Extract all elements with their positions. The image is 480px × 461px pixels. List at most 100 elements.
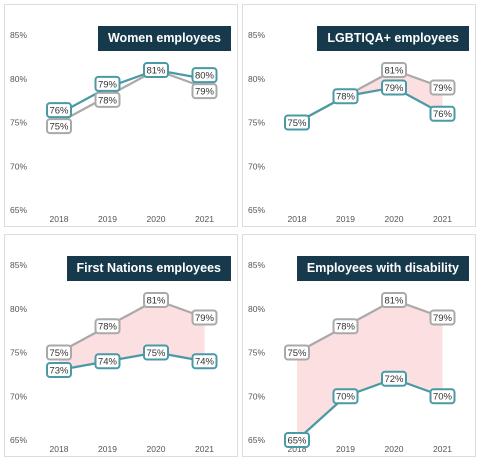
x-tick-label: 2021 [195, 214, 214, 224]
compare-data-label: 79% [195, 87, 215, 98]
x-tick-label: 2019 [336, 214, 355, 224]
chart-title: Employees with disability [296, 256, 469, 281]
group-data-label: 79% [384, 83, 404, 94]
compare-data-label: 75% [49, 348, 69, 359]
group-data-label: 70% [433, 392, 453, 403]
y-tick-label: 80% [248, 74, 265, 84]
compare-value-box [429, 309, 456, 326]
group-value-box [143, 62, 169, 78]
group-series-line [58, 68, 205, 115]
group-value-box [381, 370, 407, 387]
y-tick-label: 75% [10, 118, 27, 128]
group-value-box [429, 105, 456, 122]
x-tick-label: 2020 [147, 214, 166, 224]
group-value-box [46, 362, 72, 378]
y-tick-label: 75% [248, 118, 265, 128]
chart-panel-lgbtiqa: LGBTIQA+ employees 65% 70% 75% 80% 85% 2018 20… [242, 4, 476, 227]
compare-data-label: 81% [384, 295, 404, 306]
y-tick-label: 65% [10, 435, 27, 445]
group-value-box [284, 432, 310, 448]
compare-series-line [296, 298, 443, 354]
compare-data-label: 81% [146, 295, 166, 306]
compare-data-label: 75% [49, 122, 69, 133]
x-tick-label: 2018 [288, 444, 307, 454]
group-data-label: 74% [98, 357, 118, 368]
group-data-label: 75% [287, 118, 307, 129]
chart-panel-disability: Employees with disability 65% 70% 75% 80% 85… [242, 234, 476, 457]
y-tick-label: 65% [248, 205, 265, 215]
line-chart-first-nations: 65% 70% 75% 80% 85% 2018 2019 2020 2021 75% 73% 78%… [10, 260, 218, 454]
group-series-line [296, 377, 443, 441]
compare-value-box [94, 91, 121, 108]
compare-value-box [94, 318, 121, 335]
chart-title: LGBTIQA+ employees [317, 26, 469, 51]
group-value-box [332, 388, 359, 405]
y-tick-label: 65% [248, 435, 265, 445]
y-tick-label: 70% [248, 161, 265, 171]
y-tick-label: 70% [10, 161, 27, 171]
x-tick-label: 2019 [336, 444, 355, 454]
group-value-box [94, 75, 121, 92]
group-data-label: 70% [336, 392, 356, 403]
group-value-box [284, 114, 310, 131]
x-tick-label: 2020 [385, 444, 404, 454]
y-tick-label: 65% [10, 205, 27, 215]
y-tick-label: 80% [248, 304, 265, 314]
group-data-label: 78% [336, 92, 356, 103]
y-tick-label: 75% [248, 348, 265, 358]
chart-panel-women: Women employees 65% 70% 75% 80% 85% 2018 2019 2… [4, 4, 238, 227]
compare-series-line [58, 298, 205, 354]
group-data-label: 65% [287, 435, 307, 446]
compare-value-box [381, 62, 407, 78]
x-tick-label: 2019 [98, 444, 117, 454]
compare-value-box [46, 344, 72, 361]
compare-data-label: 78% [336, 322, 356, 333]
group-data-label: 73% [49, 365, 69, 376]
group-value-box [94, 353, 121, 370]
group-data-label: 79% [98, 79, 118, 90]
compare-value-box [143, 292, 169, 308]
y-tick-label: 85% [10, 260, 27, 270]
y-tick-label: 85% [248, 30, 265, 40]
compare-series-line [58, 68, 205, 124]
group-data-label: 72% [384, 374, 404, 385]
y-tick-label: 80% [10, 304, 27, 314]
line-chart-women: 65% 70% 75% 80% 85% 2018 2019 2020 2021 75% 76% 78%… [10, 30, 218, 224]
y-tick-label: 70% [248, 391, 265, 401]
compare-data-label: 75% [287, 348, 307, 359]
chart-panel-first-nations: First Nations employees 65% 70% 75% 80% 85% 2… [4, 234, 238, 457]
y-tick-label: 70% [10, 391, 27, 401]
x-tick-label: 2018 [50, 214, 69, 224]
group-value-box [429, 388, 456, 405]
compare-data-label: 78% [98, 95, 118, 106]
group-value-box [143, 344, 169, 361]
x-tick-label: 2019 [98, 214, 117, 224]
y-tick-label: 85% [248, 260, 265, 270]
chart-title: Women employees [97, 26, 231, 51]
compare-data-label: 78% [98, 322, 118, 333]
compare-value-box [381, 292, 407, 308]
x-tick-label: 2021 [195, 444, 214, 454]
compare-value-box [46, 118, 72, 135]
x-tick-label: 2020 [385, 214, 404, 224]
group-data-label: 76% [49, 106, 69, 117]
y-tick-label: 85% [10, 30, 27, 40]
compare-value-box [332, 318, 359, 335]
group-value-box [332, 88, 359, 105]
group-value-box [381, 79, 407, 96]
line-chart-disability: 65% 70% 75% 80% 85% 2018 2019 2020 2021 75% 65% 78%… [248, 260, 456, 454]
compare-value-box [284, 344, 310, 361]
x-tick-label: 2018 [288, 214, 307, 224]
compare-value-box [191, 83, 218, 100]
group-data-label: 76% [433, 109, 453, 120]
x-tick-label: 2020 [147, 444, 166, 454]
compare-data-label: 79% [433, 83, 453, 94]
group-series-line [58, 351, 205, 372]
line-chart-lgbtiqa: 65% 70% 75% 80% 85% 2018 2019 2020 2021 75% 78% 81%… [248, 30, 456, 224]
gap-area [297, 70, 443, 123]
compare-data-label: 79% [195, 313, 215, 324]
group-value-box [191, 353, 218, 370]
gap-area [297, 300, 443, 440]
group-data-label: 74% [195, 357, 215, 368]
group-value-box [191, 67, 218, 84]
